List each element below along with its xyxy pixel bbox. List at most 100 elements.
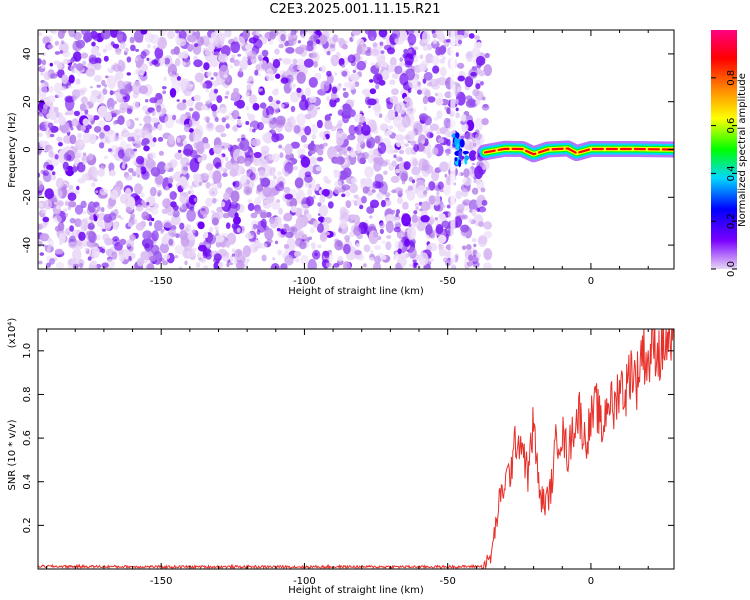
- noise-speckle: [364, 30, 373, 35]
- noise-speckle: [38, 260, 43, 265]
- noise-speckle: [108, 212, 117, 221]
- noise-speckle: [98, 142, 105, 149]
- noise-speckle: [89, 30, 99, 39]
- noise-speckle: [203, 214, 208, 219]
- noise-speckle: [212, 170, 222, 184]
- noise-speckle: [104, 155, 108, 160]
- noise-speckle: [355, 242, 360, 248]
- noise-speckle: [334, 72, 338, 76]
- noise-speckle: [432, 65, 440, 74]
- noise-speckle: [342, 87, 347, 91]
- noise-speckle: [282, 223, 290, 232]
- noise-speckle: [307, 258, 317, 269]
- noise-speckle: [445, 80, 449, 85]
- noise-speckle: [428, 258, 434, 263]
- noise-speckle: [203, 116, 211, 122]
- noise-speckle: [237, 53, 242, 57]
- noise-speckle: [56, 61, 63, 70]
- noise-speckle: [130, 213, 136, 219]
- noise-speckle: [394, 111, 399, 117]
- noise-speckle: [426, 81, 433, 87]
- noise-speckle: [324, 120, 333, 130]
- noise-speckle: [233, 101, 239, 107]
- noise-speckle: [472, 261, 480, 268]
- noise-speckle: [189, 185, 194, 190]
- noise-speckle: [125, 143, 132, 149]
- noise-speckle: [429, 123, 439, 131]
- noise-speckle: [266, 136, 272, 143]
- noise-speckle: [162, 90, 167, 95]
- noise-speckle: [108, 162, 115, 172]
- noise-speckle: [481, 96, 486, 101]
- noise-speckle: [407, 48, 413, 54]
- noise-speckle: [443, 257, 448, 263]
- noise-speckle: [460, 114, 467, 122]
- noise-speckle: [293, 165, 299, 171]
- noise-speckle: [197, 252, 202, 259]
- noise-speckle: [325, 231, 330, 236]
- noise-speckle: [425, 224, 433, 236]
- noise-speckle: [261, 117, 267, 122]
- noise-speckle: [398, 149, 405, 155]
- noise-speckle: [361, 88, 371, 96]
- noise-speckle: [380, 50, 385, 54]
- noise-speckle: [43, 71, 51, 81]
- noise-speckle: [117, 115, 125, 126]
- noise-speckle: [324, 80, 331, 86]
- noise-speckle: [456, 62, 465, 69]
- noise-speckle: [137, 36, 143, 43]
- noise-speckle: [50, 30, 58, 35]
- noise-speckle: [446, 139, 451, 146]
- noise-speckle: [80, 200, 87, 209]
- noise-speckle: [374, 135, 381, 144]
- noise-speckle: [47, 44, 54, 49]
- noise-speckle: [353, 226, 362, 236]
- noise-speckle: [276, 171, 283, 176]
- noise-speckle: [63, 152, 70, 161]
- noise-speckle: [272, 129, 276, 133]
- noise-speckle: [257, 54, 263, 61]
- noise-speckle: [164, 114, 175, 129]
- noise-speckle: [180, 78, 190, 87]
- noise-speckle: [275, 100, 281, 105]
- noise-speckle: [80, 125, 87, 132]
- noise-speckle: [394, 168, 400, 174]
- noise-speckle: [136, 257, 145, 267]
- noise-speckle: [476, 41, 482, 49]
- noise-speckle: [54, 40, 60, 46]
- noise-speckle: [125, 120, 131, 127]
- noise-speckle: [91, 182, 96, 188]
- noise-speckle: [407, 185, 413, 192]
- noise-speckle: [468, 33, 475, 39]
- noise-speckle: [348, 80, 356, 91]
- noise-speckle: [102, 48, 107, 53]
- noise-speckle: [100, 207, 105, 213]
- heatmap-ytick-label: 20: [22, 95, 33, 108]
- noise-speckle: [394, 240, 404, 251]
- noise-speckle: [311, 124, 319, 134]
- noise-speckle: [143, 115, 152, 124]
- heatmap-xtick-label: -50: [440, 276, 456, 287]
- noise-speckle: [182, 99, 187, 103]
- noise-speckle: [72, 95, 77, 101]
- noise-speckle: [224, 95, 229, 99]
- noise-speckle: [317, 244, 322, 249]
- noise-speckle: [248, 37, 258, 44]
- noise-speckle: [140, 51, 147, 59]
- noise-speckle: [119, 40, 126, 50]
- noise-speckle: [413, 30, 423, 34]
- noise-speckle: [474, 117, 484, 131]
- snr-ytick-label: 0.6: [22, 430, 33, 446]
- noise-speckle: [198, 181, 202, 186]
- noise-speckle: [413, 46, 419, 51]
- noise-speckle: [210, 77, 214, 80]
- noise-speckle: [145, 99, 149, 103]
- noise-speckle: [103, 55, 109, 62]
- noise-speckle: [57, 142, 63, 147]
- noise-speckle: [151, 230, 159, 242]
- noise-speckle: [203, 231, 209, 239]
- noise-speckle: [181, 51, 189, 59]
- noise-speckle: [352, 36, 356, 40]
- noise-speckle: [243, 186, 253, 196]
- noise-speckle: [148, 221, 153, 227]
